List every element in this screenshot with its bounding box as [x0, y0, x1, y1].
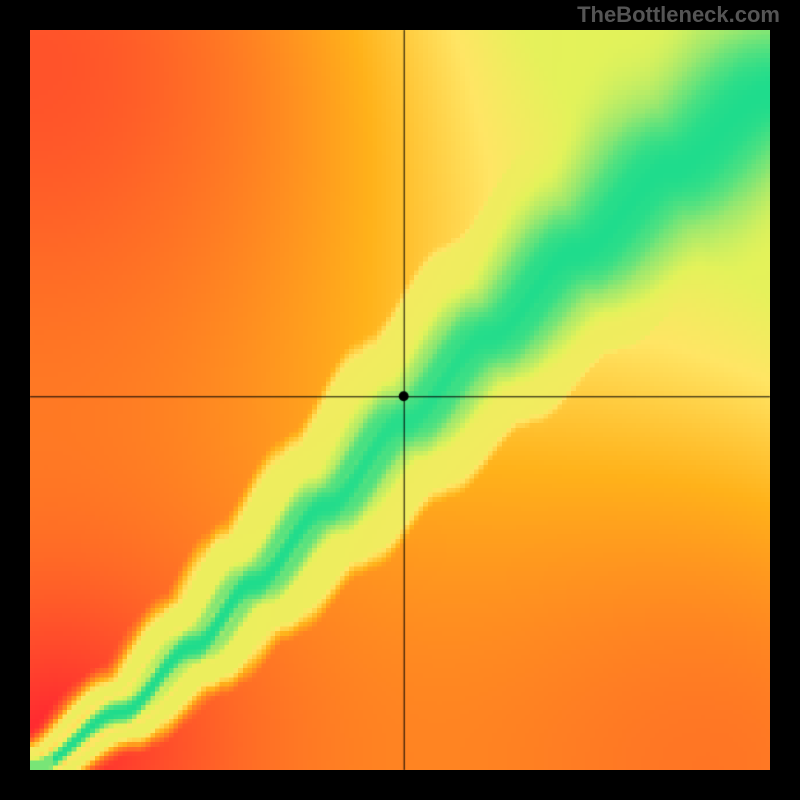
watermark-text: TheBottleneck.com — [577, 2, 780, 28]
overlay-canvas — [0, 0, 800, 800]
